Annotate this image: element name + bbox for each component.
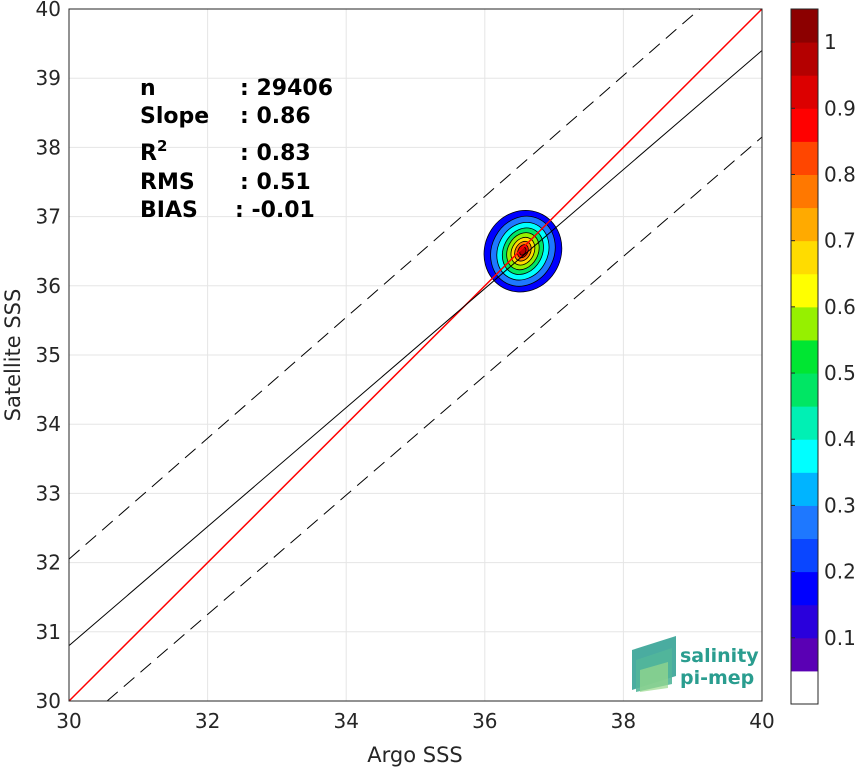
x-axis-label: Argo SSS bbox=[367, 743, 462, 767]
logo-line-1: salinity bbox=[680, 645, 759, 667]
x-tick-label: 36 bbox=[472, 709, 497, 733]
line-1-1 bbox=[69, 9, 762, 701]
y-tick-label: 38 bbox=[36, 135, 61, 159]
colorbar-tick-label: 1 bbox=[824, 30, 837, 54]
y-tick-label: 33 bbox=[36, 481, 61, 505]
stat-value: : 0.51 bbox=[240, 170, 311, 195]
colorbar-tick-label: 0.9 bbox=[824, 96, 856, 120]
y-tick-label: 40 bbox=[36, 0, 61, 21]
y-tick-label: 32 bbox=[36, 551, 61, 575]
colorbar-segment bbox=[791, 108, 818, 142]
logo-line-2: pi-mep bbox=[680, 667, 754, 689]
line-lower bbox=[106, 136, 762, 701]
colorbar-segment bbox=[791, 637, 818, 672]
colorbar-segment bbox=[791, 240, 818, 275]
colorbar-tick-label: 0.7 bbox=[824, 229, 856, 253]
colorbar-segment bbox=[791, 373, 818, 407]
colorbar-segment bbox=[791, 670, 818, 705]
colorbar-segment bbox=[791, 306, 818, 341]
line-upper bbox=[69, 9, 700, 560]
stat-value: : 29406 bbox=[240, 76, 333, 101]
colorbar-segment bbox=[791, 406, 818, 440]
axes-frame bbox=[68, 8, 763, 702]
reference-lines bbox=[69, 9, 762, 701]
colorbar-tick-label: 0.3 bbox=[824, 493, 856, 517]
x-tick-label: 30 bbox=[56, 709, 81, 733]
colorbar-tick-label: 0.8 bbox=[824, 162, 856, 186]
colorbar-frame bbox=[790, 8, 819, 705]
stat-value: : -0.01 bbox=[235, 198, 315, 223]
colorbar-tick-label: 0.4 bbox=[824, 427, 856, 451]
colorbar-segment bbox=[791, 42, 818, 76]
density-contours bbox=[483, 210, 563, 293]
line-fit bbox=[69, 50, 762, 647]
y-tick-label: 35 bbox=[36, 343, 61, 367]
colorbar-segment bbox=[791, 9, 818, 43]
colorbar-segment bbox=[791, 141, 818, 175]
colorbar-segment bbox=[791, 207, 818, 242]
stat-value: : 0.86 bbox=[240, 104, 311, 129]
colorbar: 0.1 0.2 0.3 0.4 0.5 0.6 0.7 0.8 0.9 1 bbox=[790, 8, 856, 705]
x-tick-label: 40 bbox=[749, 709, 774, 733]
x-tick-labels: 30 32 34 36 38 40 bbox=[56, 709, 774, 733]
colorbar-segment bbox=[791, 75, 818, 109]
colorbar-segment bbox=[791, 439, 818, 473]
y-tick-label: 36 bbox=[36, 274, 61, 298]
salinity-pi-mep-logo: salinity pi-mep bbox=[632, 636, 759, 692]
y-tick-label: 34 bbox=[36, 412, 61, 436]
y-tick-label: 31 bbox=[36, 620, 61, 644]
y-tick-label: 39 bbox=[36, 66, 61, 90]
colorbar-segment bbox=[791, 604, 818, 639]
stat-value: : 0.83 bbox=[240, 141, 311, 166]
stat-label: n bbox=[140, 76, 156, 101]
x-tick-label: 34 bbox=[333, 709, 358, 733]
colorbar-segment bbox=[791, 505, 818, 540]
colorbar-segment bbox=[791, 339, 818, 374]
colorbar-tick-label: 0.6 bbox=[824, 295, 856, 319]
colorbar-tick-label: 0.5 bbox=[824, 361, 856, 385]
y-tick-label: 30 bbox=[36, 689, 61, 713]
x-tick-label: 38 bbox=[611, 709, 636, 733]
y-axis-label: Satellite SSS bbox=[1, 289, 25, 422]
grid bbox=[68, 8, 763, 702]
colorbar-segment bbox=[791, 538, 818, 573]
colorbar-tick-label: 0.2 bbox=[824, 560, 856, 584]
stat-label: BIAS bbox=[140, 198, 198, 223]
colorbar-segment bbox=[791, 273, 818, 308]
stat-label: Slope bbox=[140, 104, 209, 129]
y-tick-labels: 30 31 32 33 34 35 36 37 38 39 40 bbox=[36, 0, 61, 713]
colorbar-segment bbox=[791, 174, 818, 209]
stat-label: RMS bbox=[140, 170, 195, 195]
colorbar-segment bbox=[791, 571, 818, 606]
colorbar-segment bbox=[791, 472, 818, 506]
y-tick-label: 37 bbox=[36, 205, 61, 229]
x-tick-label: 32 bbox=[195, 709, 220, 733]
colorbar-tick-label: 0.1 bbox=[824, 626, 856, 650]
